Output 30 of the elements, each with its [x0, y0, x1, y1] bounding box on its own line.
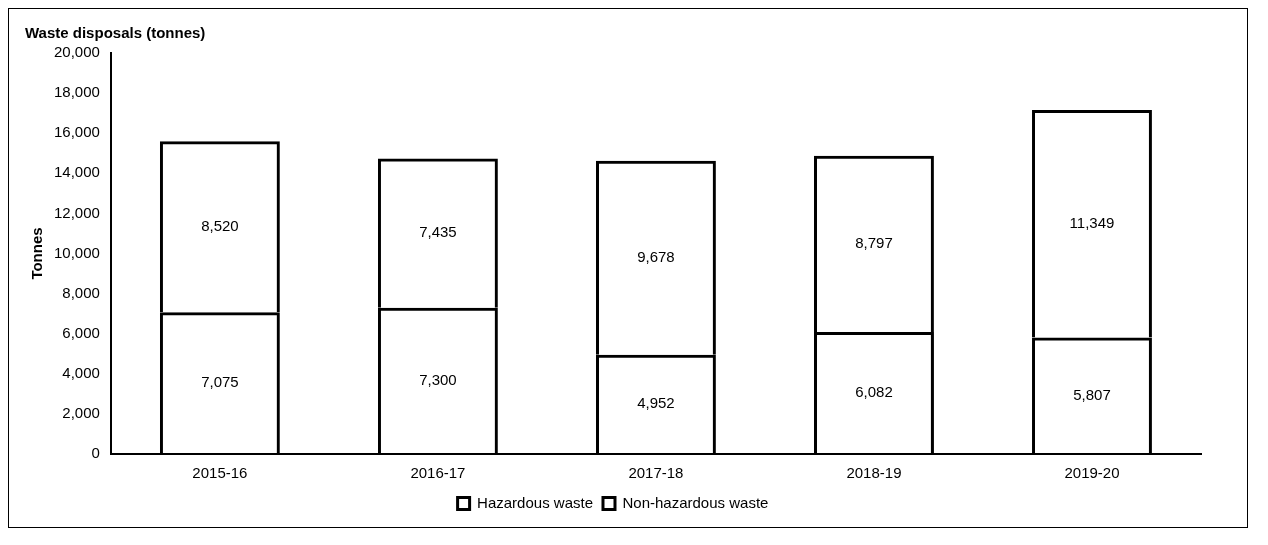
x-tick-label: 2017-18	[628, 464, 684, 482]
data-label: 5,807	[1073, 385, 1111, 403]
y-axis-title: Tonnes	[28, 227, 46, 280]
y-tick-label: 10,000	[53, 243, 100, 261]
x-tick-label: 2016-17	[410, 464, 466, 482]
data-label: 6,082	[855, 383, 893, 401]
x-tick-label: 2015-16	[192, 464, 248, 482]
data-label: 11,349	[1069, 213, 1115, 231]
y-tick-label: 12,000	[53, 203, 100, 221]
legend-label: Non-hazardous waste	[622, 493, 769, 511]
y-tick-label: 8,000	[62, 283, 100, 301]
data-label: 9,678	[637, 247, 675, 265]
data-label: 4,952	[637, 394, 675, 412]
data-label: 7,075	[201, 373, 239, 391]
y-tick-label: 14,000	[53, 163, 100, 181]
data-label: 7,435	[419, 223, 457, 241]
y-tick-label: 6,000	[62, 323, 100, 341]
data-label: 7,300	[419, 370, 457, 388]
y-tick-label: 4,000	[62, 363, 100, 381]
y-tick-label: 2,000	[62, 404, 100, 422]
data-label: 8,520	[201, 216, 239, 234]
x-tick-label: 2019-20	[1064, 464, 1120, 482]
y-tick-label: 0	[91, 444, 100, 462]
data-label: 8,797	[855, 234, 893, 252]
legend-label: Hazardous waste	[477, 493, 593, 511]
y-tick-label: 16,000	[53, 123, 100, 141]
x-tick-label: 2018-19	[846, 464, 902, 482]
y-tick-label: 18,000	[53, 83, 100, 101]
y-tick-label: 20,000	[53, 43, 100, 61]
chart-title: Waste disposals (tonnes)	[25, 24, 206, 42]
